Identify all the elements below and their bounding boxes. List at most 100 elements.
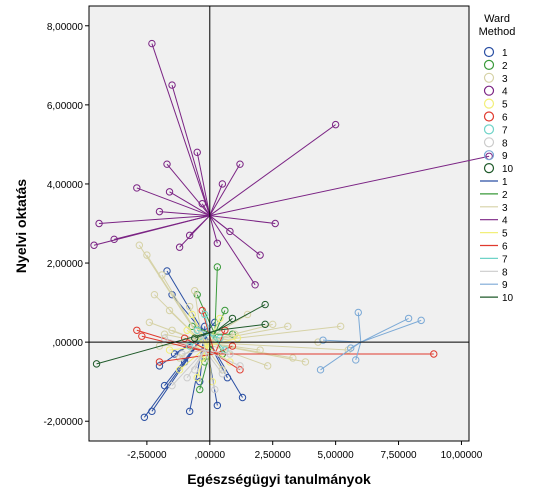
spoke-line: [196, 152, 211, 216]
spoke-line: [161, 274, 203, 343]
data-point: [145, 318, 154, 327]
spoke-line: [169, 310, 203, 343]
data-point: [243, 310, 252, 319]
legend-label: 6: [502, 113, 508, 124]
data-point: [221, 306, 229, 315]
x-axis: -2,50000 ,00000 2,50000 5,00000 7,50000 10,00…: [127, 441, 483, 461]
spoke-line: [209, 215, 218, 244]
legend-label: 6: [502, 242, 508, 253]
spoke-line: [209, 215, 276, 224]
data-point: [417, 316, 425, 325]
data-point: [271, 219, 279, 228]
data-point: [158, 271, 166, 279]
data-point: [175, 243, 184, 251]
data-point: [236, 362, 244, 370]
spoke-line: [191, 314, 208, 347]
spoke-line: [151, 43, 211, 216]
data-point: [223, 374, 232, 382]
spoke-line: [169, 191, 211, 217]
spoke-line: [204, 349, 223, 375]
series-4: [90, 39, 493, 289]
data-point: [211, 385, 219, 394]
data-point: [190, 287, 199, 295]
spoke-line: [204, 349, 231, 355]
spoke-line: [209, 124, 336, 216]
spoke-line: [186, 349, 206, 378]
x-tick-label: 5,00000: [318, 450, 355, 461]
legend-label: 9: [502, 280, 508, 291]
x-axis-title: Egészségügyi tanulmányok: [187, 471, 371, 487]
legend-marker: [483, 72, 495, 83]
legend-label: 10: [502, 164, 514, 175]
spoke-line: [204, 349, 241, 367]
legend-marker: [483, 59, 495, 71]
legend-label: 10: [502, 293, 514, 304]
data-point: [155, 358, 164, 366]
legend-label: 7: [502, 125, 508, 136]
spoke-line: [209, 215, 256, 286]
spoke-line: [209, 333, 221, 339]
data-point: [196, 385, 204, 394]
spoke-line: [179, 341, 203, 359]
data-point: [188, 310, 196, 319]
spoke-line: [360, 319, 422, 343]
data-point: [269, 320, 277, 329]
data-point: [175, 354, 184, 362]
spoke-line: [360, 317, 409, 343]
data-point: [201, 310, 209, 319]
data-point: [175, 366, 184, 374]
data-point: [218, 180, 227, 188]
spoke-line: [357, 312, 362, 343]
data-point: [430, 350, 438, 358]
y-tick-label: 6,00000: [47, 101, 84, 112]
series-9: [316, 308, 425, 374]
series-layer: [90, 39, 493, 421]
spoke-line: [209, 183, 223, 216]
data-point: [284, 322, 292, 331]
data-point: [196, 377, 204, 386]
spoke-line: [209, 163, 241, 216]
y-tick-label: -2,00000: [44, 417, 84, 428]
data-point: [163, 267, 171, 275]
legend-label: 1: [502, 48, 508, 59]
data-point: [347, 344, 355, 352]
data-point: [261, 320, 269, 329]
data-point: [190, 334, 199, 342]
data-point: [301, 358, 310, 366]
data-point: [148, 407, 156, 416]
data-point: [95, 219, 103, 228]
data-point: [92, 360, 101, 368]
spoke-line: [179, 215, 211, 248]
legend-label: 4: [502, 87, 508, 98]
legend-label: 8: [502, 267, 508, 278]
data-point: [150, 290, 159, 299]
legend-marker: [483, 124, 495, 135]
x-tick-label: 7,50000: [380, 450, 417, 461]
data-point: [263, 362, 272, 370]
data-point: [185, 231, 194, 240]
spoke-line: [93, 215, 210, 246]
data-point: [165, 306, 174, 315]
spoke-line: [189, 333, 211, 347]
series-10: [92, 300, 269, 368]
data-point: [218, 370, 227, 378]
y-axis: -2,00000 ,00000 2,00000 4,00000 6,00000 8,000…: [44, 22, 89, 428]
legend-label: 1: [502, 177, 508, 188]
spoke-line: [141, 335, 215, 355]
data-point: [261, 300, 269, 309]
spoke-line: [209, 215, 261, 256]
data-point: [185, 302, 194, 311]
spoke-line: [182, 349, 205, 355]
data-point: [316, 366, 325, 374]
y-axis-title: Nyelvi oktatás: [13, 179, 29, 273]
legend-marker: [483, 163, 495, 174]
data-point: [185, 407, 194, 416]
data-point: [163, 160, 171, 168]
data-point: [228, 330, 237, 338]
x-tick-label: 2,50000: [255, 450, 292, 461]
data-point: [213, 263, 222, 271]
x-tick-label: 10,00000: [441, 450, 483, 461]
data-point: [133, 326, 141, 334]
